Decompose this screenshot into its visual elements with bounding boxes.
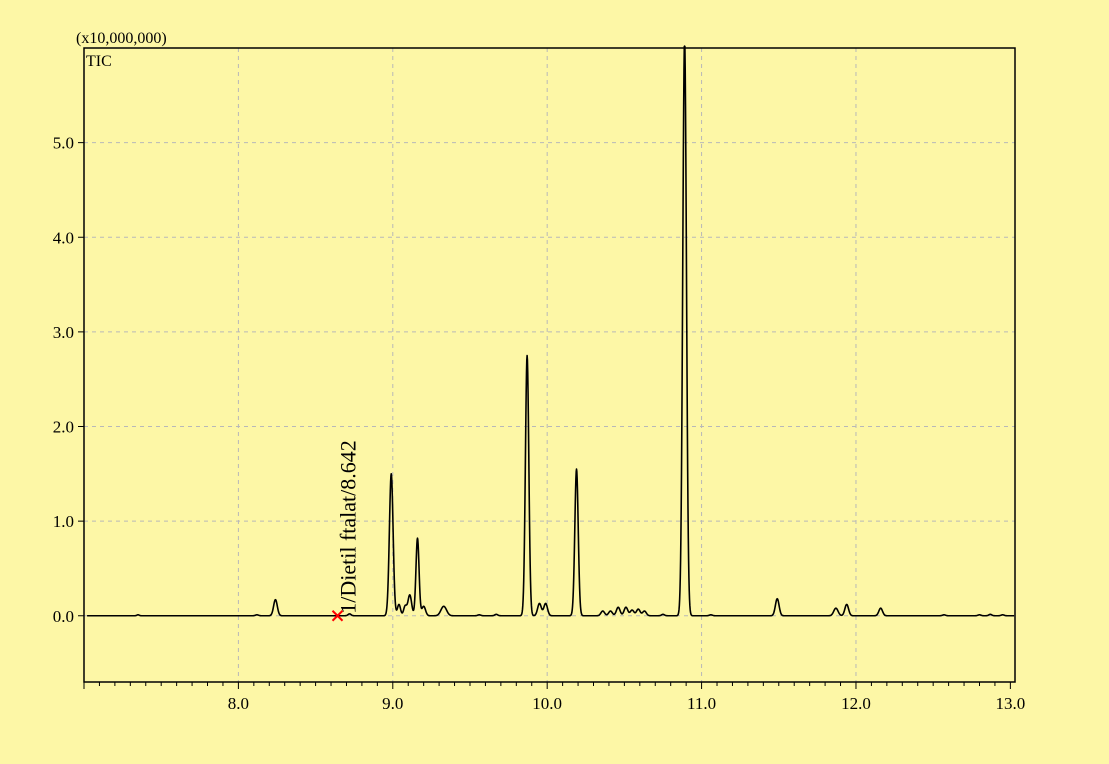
x-tick-label: 8.0 bbox=[228, 694, 249, 713]
y-tick-label: 2.0 bbox=[53, 418, 74, 437]
x-tick-label: 12.0 bbox=[841, 694, 871, 713]
y-tick-label: 1.0 bbox=[53, 512, 74, 531]
plot-frame bbox=[83, 47, 1016, 683]
y-scale-factor-label: (x10,000,000) bbox=[76, 30, 167, 47]
y-tick-label: 3.0 bbox=[53, 323, 74, 342]
tic-trace bbox=[86, 45, 1015, 617]
x-axis: 8.0 9.0 10.0 11.0 12.0 13.0 bbox=[83, 682, 1025, 713]
peak-marker bbox=[331, 610, 344, 622]
x-tick-label: 13.0 bbox=[995, 694, 1025, 713]
y-axis: 0.0 1.0 2.0 3.0 4.0 5.0 bbox=[53, 134, 84, 626]
annotation-layer: 1/Dietil ftalat/8.642 bbox=[331, 440, 361, 622]
y-tick-label: 0.0 bbox=[53, 607, 74, 626]
y-tick-label: 5.0 bbox=[53, 134, 74, 153]
grid-layer bbox=[84, 48, 1015, 682]
trace-name-label: TIC bbox=[86, 53, 112, 70]
y-tick-label: 4.0 bbox=[53, 228, 74, 247]
x-tick-label: 10.0 bbox=[532, 694, 562, 713]
peak-annotation-label: 1/Dietil ftalat/8.642 bbox=[336, 440, 361, 614]
trace-layer bbox=[86, 45, 1015, 617]
x-tick-label: 9.0 bbox=[382, 694, 403, 713]
x-tick-label: 11.0 bbox=[687, 694, 716, 713]
